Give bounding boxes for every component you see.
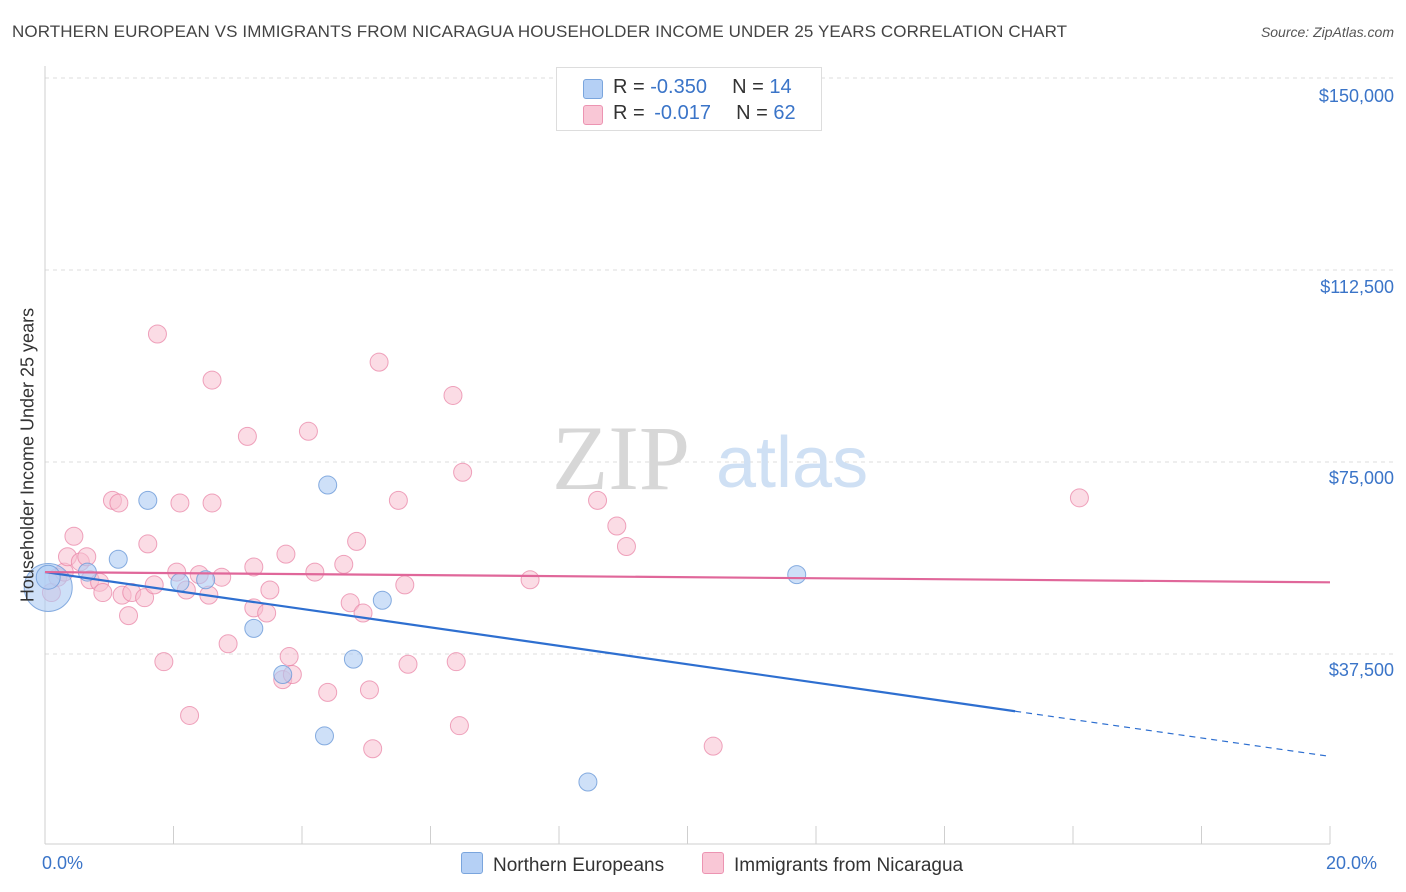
northern-european-point — [578, 772, 598, 792]
trend-lines — [44, 570, 1331, 757]
northern-european-point — [108, 549, 128, 569]
nicaragua-point — [318, 682, 338, 702]
trend-line-northern-european — [44, 570, 1016, 713]
y-tick-label-150000: $150,000 — [1318, 86, 1394, 106]
nicaragua-point — [218, 634, 238, 654]
nicaragua-point — [588, 490, 608, 510]
y-axis-label-wrap: Householder Income Under 25 years — [8, 308, 48, 720]
northern-european-point — [170, 572, 190, 592]
nicaragua-point — [1069, 488, 1089, 508]
y-tick-label-75000: $75,000 — [1328, 468, 1394, 488]
watermark-atlas: atlas — [716, 423, 868, 503]
nicaragua-point — [449, 716, 469, 736]
nicaragua-point — [135, 588, 155, 608]
nicaragua-point — [119, 606, 139, 626]
legend-swatch-pink — [583, 105, 603, 125]
nicaragua-point — [180, 705, 200, 725]
nicaragua-point — [703, 736, 723, 756]
northern-european-point — [138, 490, 158, 510]
nicaragua-point — [305, 562, 325, 582]
nicaragua-point — [202, 370, 222, 390]
northern-european-point — [787, 565, 807, 585]
nicaragua-point — [398, 654, 418, 674]
nicaragua-point — [279, 647, 299, 667]
nicaragua-point — [170, 493, 190, 513]
nicaragua-point — [347, 531, 367, 551]
axes — [44, 66, 1331, 845]
nicaragua-point — [260, 580, 280, 600]
nicaragua-point — [276, 544, 296, 564]
nicaragua-point — [202, 493, 222, 513]
northern-european-point — [372, 590, 392, 610]
y-tick-label-112500: $112,500 — [1320, 277, 1394, 297]
chart-title: NORTHERN EUROPEAN VS IMMIGRANTS FROM NIC… — [12, 22, 1068, 41]
watermark-zip: ZIP — [552, 407, 690, 509]
northern-european-point — [244, 618, 264, 638]
legend-r-label: R = — [613, 76, 645, 98]
bottom-legend-nicaragua: Immigrants from Nicaragua — [702, 852, 963, 877]
legend-n-value: 14 — [769, 76, 792, 98]
nicaragua-point — [138, 534, 158, 554]
nicaragua-point — [244, 557, 264, 577]
bottom-legend-swatch-blue — [461, 852, 483, 874]
nicaragua-point — [147, 324, 167, 344]
series-northern-european-points — [23, 475, 807, 792]
nicaragua-point — [298, 421, 318, 441]
nicaragua-point — [520, 570, 540, 590]
northern-european-point — [318, 475, 338, 495]
x-tick-label-min: 0.0% — [42, 853, 84, 873]
nicaragua-point — [359, 680, 379, 700]
nicaragua-point — [212, 567, 232, 587]
nicaragua-point — [109, 493, 129, 513]
source-label: Source: ZipAtlas.com — [1260, 24, 1394, 40]
nicaragua-point — [369, 352, 389, 372]
bottom-legend-label: Immigrants from Nicaragua — [734, 855, 964, 876]
nicaragua-point — [607, 516, 627, 536]
nicaragua-point — [93, 583, 113, 603]
nicaragua-point — [154, 652, 174, 672]
northern-european-point — [314, 726, 334, 746]
nicaragua-point — [144, 575, 164, 595]
bottom-legend-northern-europeans: Northern Europeans — [461, 852, 664, 877]
y-axis-label: Householder Income Under 25 years — [17, 307, 38, 603]
northern-european-point — [343, 649, 363, 669]
correlation-legend: R = -0.350 N = 14 R = -0.017 N = 62 — [556, 67, 822, 131]
trend-line-northern-european-extrapolated — [1015, 710, 1331, 757]
legend-r-value: -0.350 — [650, 76, 707, 98]
nicaragua-point — [363, 739, 383, 759]
nicaragua-point — [257, 603, 277, 623]
nicaragua-point — [446, 652, 466, 672]
nicaragua-point — [334, 554, 354, 574]
legend-swatch-blue — [583, 79, 603, 99]
legend-n-value: 62 — [773, 102, 796, 124]
nicaragua-point — [237, 426, 257, 446]
legend-r-value: -0.017 — [654, 102, 711, 124]
x-tick-label-max: 20.0% — [1326, 853, 1378, 873]
series-nicaragua-points — [41, 324, 1089, 759]
bottom-legend-swatch-pink — [702, 852, 724, 874]
nicaragua-point — [64, 526, 84, 546]
legend-n-label: N = — [732, 76, 764, 98]
northern-european-point — [196, 570, 216, 590]
northern-european-point — [273, 664, 293, 684]
y-tick-label-37500: $37,500 — [1328, 660, 1394, 680]
nicaragua-point — [395, 575, 415, 595]
nicaragua-point — [453, 462, 473, 482]
nicaragua-point — [388, 490, 408, 510]
legend-n-label: N = — [736, 102, 768, 124]
nicaragua-point — [340, 593, 360, 613]
legend-r-label: R = — [613, 102, 645, 124]
trend-line-nicaragua — [44, 570, 1331, 584]
bottom-legend-label: Northern Europeans — [493, 855, 665, 876]
nicaragua-point — [443, 385, 463, 405]
nicaragua-point — [616, 536, 636, 556]
